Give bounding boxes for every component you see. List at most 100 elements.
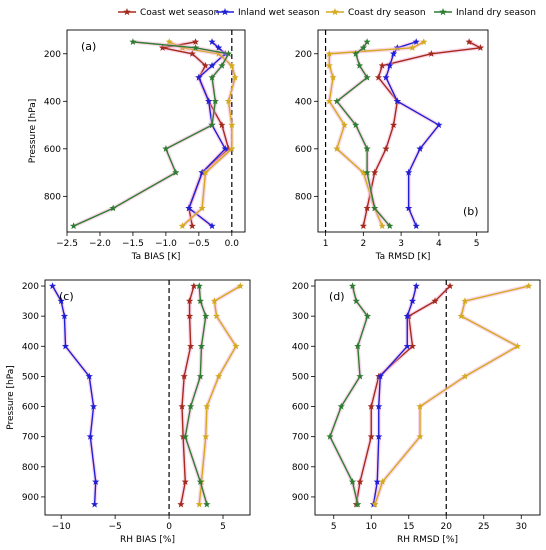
data-point [188,49,196,57]
chart-panel: 1 2 3 4 5 200 400 600 800 Ta RMSD [K] (b) [295,29,489,262]
chart-panel: 5 10 15 20 25 30 200 300 400 500 600 700 800 900 RH RM… [292,279,541,545]
data-point [178,222,186,230]
data-point [218,121,226,129]
data-point [228,121,236,129]
data-point [92,478,100,485]
legend-item: Coast wet season [118,8,219,18]
x-tick-label: 25 [478,522,489,532]
data-point [180,372,188,380]
x-tick-label: 4 [436,239,442,249]
data-point [325,61,333,69]
x-tick-label: 5 [220,522,226,532]
data-point [363,168,371,176]
data-point [378,61,386,69]
legend-item: Inland dry season [434,8,536,18]
series [177,282,198,508]
y-tick-label: 200 [22,282,39,292]
data-point [325,49,333,57]
axes-frame [314,279,541,516]
data-point [188,222,196,230]
x-tick-label: −1.0 [155,239,177,249]
series [371,282,533,508]
y-tick-label: 900 [22,493,39,503]
data-point [208,38,216,45]
data-point [386,222,394,230]
data-point [408,44,417,51]
panel-label: (a) [81,40,96,53]
data-point [356,478,364,485]
x-tick-label: 30 [516,522,528,532]
legend: Coast wet season Inland wet season Coast d… [118,8,536,18]
data-point [109,204,117,212]
data-point [389,49,398,57]
data-point [371,500,379,508]
data-point [375,402,383,410]
data-point [354,500,362,508]
data-point [201,168,210,176]
legend-label: Coast dry season [348,8,426,18]
data-point [382,73,390,81]
x-tick-label: −5 [108,522,121,532]
y-tick-label: 700 [292,433,309,443]
axes-frame [66,29,246,233]
x-tick-label: 2 [360,239,366,249]
data-point [197,342,206,350]
data-point [181,432,189,440]
data-point [457,312,465,320]
series-line [51,285,97,505]
data-point [393,97,401,105]
data-point [412,38,420,45]
data-point [352,49,360,57]
data-point [231,73,239,81]
data-point [48,282,57,290]
x-tick-label: −0.5 [188,239,210,249]
data-point [198,168,206,176]
data-point [427,49,435,57]
data-point [196,478,204,485]
y-tick-label: 200 [44,50,61,60]
x-tick-label: −2.5 [56,239,78,249]
y-tick-label: 800 [22,463,39,473]
y-tick-label: 600 [292,403,309,413]
data-point [363,73,371,81]
series [359,38,485,230]
data-point [208,121,216,129]
data-point [375,432,383,440]
data-point [325,97,333,105]
data-point [165,38,173,45]
legend-marker [221,8,229,16]
data-point [196,372,204,380]
y-tick-label: 400 [22,342,39,352]
x-tick-label: 0 [166,522,172,532]
x-tick-label: 5 [474,239,480,249]
data-point [191,38,200,45]
data-point [403,342,411,350]
data-point [340,121,349,129]
data-point [363,312,372,320]
y-tick-label: 600 [22,403,39,413]
data-point [420,38,428,45]
series [333,38,394,230]
y-tick-label: 600 [295,145,312,155]
legend-item: Inland wet season [216,8,320,18]
data-point [195,500,203,508]
data-point [177,500,185,508]
y-axis-label: Pressure [hPa] [28,99,38,164]
data-point [236,282,244,290]
y-tick-label: 300 [292,312,309,322]
legend-label: Inland wet season [238,8,320,18]
data-point [329,73,337,81]
data-point [218,61,226,69]
data-point [208,73,216,81]
data-point [435,121,443,129]
series [382,38,443,230]
legend-label: Coast wet season [140,8,219,18]
y-tick-label: 800 [295,192,312,202]
data-point [211,97,219,105]
data-point [221,145,229,152]
data-point [196,297,204,305]
data-point [412,222,420,230]
data-point [386,61,394,69]
data-point [203,500,211,508]
